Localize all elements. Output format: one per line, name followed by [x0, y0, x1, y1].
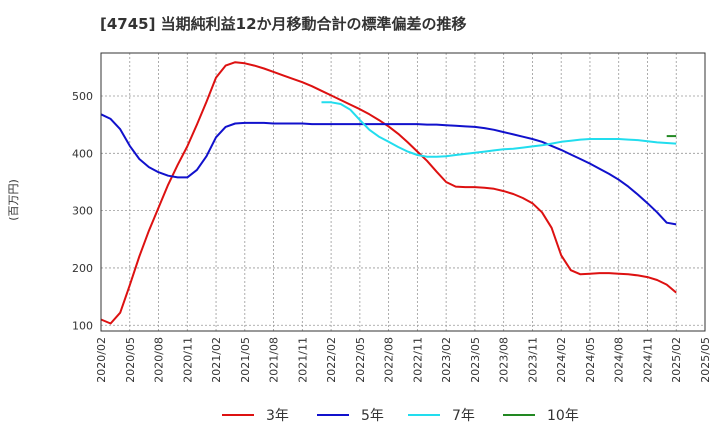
legend-label-2: 5年 — [361, 408, 384, 424]
y-axis-label: (百万円) — [7, 179, 20, 221]
x-tick-label: 2023/11 — [526, 337, 539, 383]
x-tick-label: 2021/08 — [268, 337, 281, 383]
x-tick-label: 2025/02 — [670, 337, 683, 383]
x-tick-label: 2024/05 — [584, 337, 597, 383]
x-tick-label: 2020/08 — [153, 337, 166, 383]
y-tick-label: 200 — [72, 262, 93, 275]
series-line-3 — [321, 101, 677, 158]
x-tick-label: 2023/05 — [469, 337, 482, 383]
y-tick-label: 500 — [72, 90, 93, 103]
grid — [100, 53, 706, 331]
x-tick-label: 2020/02 — [95, 337, 108, 383]
x-tick-label: 2020/05 — [124, 337, 137, 383]
x-tick-label: 2023/08 — [498, 337, 511, 383]
x-tick-label: 2022/05 — [354, 337, 367, 383]
x-tick-label: 2021/11 — [296, 337, 309, 383]
plot-frame — [100, 52, 706, 332]
series-line-2 — [100, 113, 677, 226]
legend-label-3: 7年 — [452, 408, 475, 424]
y-tick-label: 400 — [72, 147, 93, 160]
x-tick-labels: 2020/02 2020/05 2020/08 2020/11 2021/02 2021/… — [95, 337, 712, 383]
x-tick-label: 2020/11 — [181, 337, 194, 383]
x-tick-label: 2022/02 — [325, 337, 338, 383]
x-tick-label: 2024/08 — [613, 337, 626, 383]
x-tick-label: 2021/05 — [239, 337, 252, 383]
y-tick-labels: 100 200 300 400 500 — [72, 90, 93, 332]
x-tick-label: 2025/05 — [699, 337, 712, 383]
x-tick-label: 2022/08 — [383, 337, 396, 383]
x-tick-label: 2024/11 — [641, 337, 654, 383]
x-tick-label: 2023/02 — [440, 337, 453, 383]
legend-label-1: 3年 — [266, 408, 289, 424]
x-tick-label: 2021/02 — [210, 337, 223, 383]
series-line-1 — [100, 61, 677, 325]
series-lines — [100, 61, 677, 325]
legend-label-4: 10年 — [547, 408, 579, 424]
y-tick-label: 100 — [72, 319, 93, 332]
y-tick-label: 300 — [72, 205, 93, 218]
chart-title: [4745] 当期純利益12か月移動合計の標準偏差の推移 — [100, 15, 467, 33]
legend: 3年 5年 7年 10年 — [222, 408, 579, 424]
x-tick-label: 2024/02 — [555, 337, 568, 383]
x-tick-label: 2022/11 — [411, 337, 424, 383]
